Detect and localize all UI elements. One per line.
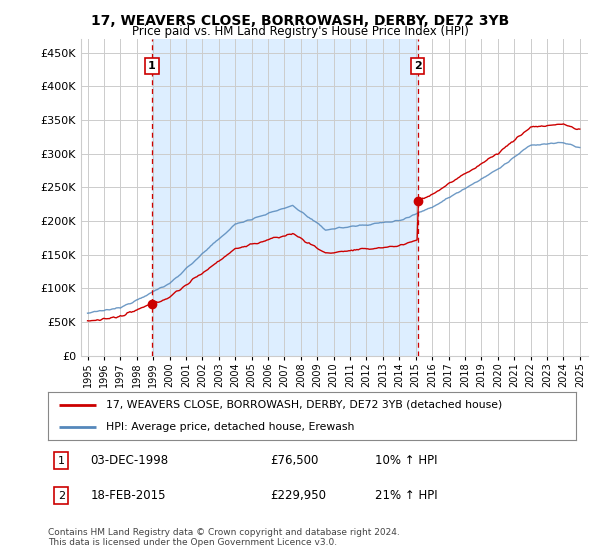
Text: This data is licensed under the Open Government Licence v3.0.: This data is licensed under the Open Gov… [48,538,337,547]
Bar [152,39,418,356]
Text: 1: 1 [58,456,65,465]
Text: 1: 1 [148,61,156,71]
Text: 18-FEB-2015: 18-FEB-2015 [90,489,166,502]
Text: 2: 2 [414,61,422,71]
Text: 2: 2 [58,491,65,501]
Text: 10% ↑ HPI: 10% ↑ HPI [376,454,438,467]
Text: 21% ↑ HPI: 21% ↑ HPI [376,489,438,502]
Text: 17, WEAVERS CLOSE, BORROWASH, DERBY, DE72 3YB (detached house): 17, WEAVERS CLOSE, BORROWASH, DERBY, DE7… [106,400,502,410]
Text: 03-DEC-1998: 03-DEC-1998 [90,454,169,467]
Text: Price paid vs. HM Land Registry's House Price Index (HPI): Price paid vs. HM Land Registry's House … [131,25,469,38]
Text: £229,950: £229,950 [270,489,326,502]
Text: Contains HM Land Registry data © Crown copyright and database right 2024.: Contains HM Land Registry data © Crown c… [48,528,400,536]
Text: 17, WEAVERS CLOSE, BORROWASH, DERBY, DE72 3YB: 17, WEAVERS CLOSE, BORROWASH, DERBY, DE7… [91,14,509,28]
Text: £76,500: £76,500 [270,454,318,467]
Text: HPI: Average price, detached house, Erewash: HPI: Average price, detached house, Erew… [106,422,355,432]
